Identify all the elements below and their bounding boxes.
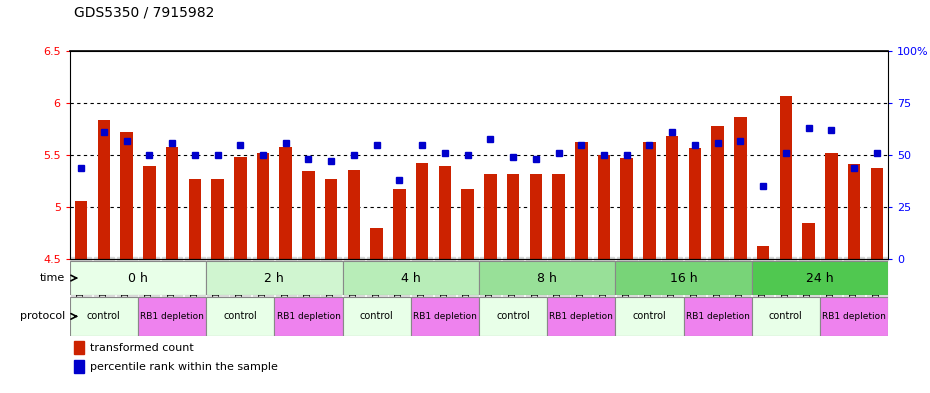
Bar — [616, 297, 684, 336]
Text: control: control — [223, 311, 257, 321]
Text: 8 h: 8 h — [538, 272, 557, 285]
Bar — [211, 179, 224, 259]
Text: RB1 depletion: RB1 depletion — [822, 312, 886, 321]
Bar — [711, 126, 724, 259]
Bar — [70, 297, 138, 336]
Bar — [751, 261, 888, 295]
Bar — [644, 142, 656, 259]
Text: control: control — [497, 311, 530, 321]
Text: GDS5350 / 7915982: GDS5350 / 7915982 — [74, 6, 215, 20]
Bar — [684, 297, 751, 336]
Text: control: control — [87, 311, 121, 321]
Bar — [342, 261, 479, 295]
Bar — [461, 189, 473, 259]
Bar — [688, 148, 701, 259]
Text: RB1 depletion: RB1 depletion — [550, 312, 613, 321]
Bar — [74, 201, 87, 259]
Bar — [274, 297, 342, 336]
Text: 2 h: 2 h — [264, 272, 285, 285]
Bar — [479, 297, 547, 336]
Bar — [575, 142, 588, 259]
Bar — [73, 360, 84, 373]
Bar — [189, 179, 201, 259]
Bar — [757, 246, 769, 259]
Bar — [779, 96, 792, 259]
Bar — [484, 174, 497, 259]
Bar — [342, 297, 411, 336]
Text: time: time — [40, 273, 65, 283]
Bar — [620, 158, 633, 259]
Bar — [666, 136, 678, 259]
Bar — [206, 297, 274, 336]
Text: protocol: protocol — [20, 311, 65, 321]
Bar — [848, 163, 860, 259]
Bar — [370, 228, 383, 259]
Bar — [751, 297, 820, 336]
Bar — [206, 261, 342, 295]
Text: RB1 depletion: RB1 depletion — [276, 312, 340, 321]
Text: 0 h: 0 h — [128, 272, 148, 285]
Bar — [529, 174, 542, 259]
Bar — [439, 165, 451, 259]
Bar — [302, 171, 314, 259]
Bar — [825, 153, 838, 259]
Bar — [138, 297, 206, 336]
Text: 16 h: 16 h — [670, 272, 698, 285]
Bar — [479, 261, 616, 295]
Bar — [257, 153, 269, 259]
Bar — [547, 297, 616, 336]
Bar — [73, 341, 84, 354]
Text: RB1 depletion: RB1 depletion — [413, 312, 477, 321]
Bar — [166, 147, 179, 259]
Bar — [348, 170, 360, 259]
Bar — [552, 174, 565, 259]
Bar — [598, 155, 610, 259]
Bar — [507, 174, 519, 259]
Text: control: control — [769, 311, 803, 321]
Bar — [98, 120, 110, 259]
Bar — [70, 261, 206, 295]
Text: control: control — [632, 311, 666, 321]
Bar — [234, 157, 246, 259]
Text: percentile rank within the sample: percentile rank within the sample — [90, 362, 278, 372]
Text: 24 h: 24 h — [806, 272, 834, 285]
Bar — [143, 165, 155, 259]
Text: RB1 depletion: RB1 depletion — [685, 312, 750, 321]
Bar — [616, 261, 751, 295]
Bar — [393, 189, 405, 259]
Bar — [416, 163, 429, 259]
Text: transformed count: transformed count — [90, 343, 194, 353]
Text: control: control — [360, 311, 393, 321]
Bar — [411, 297, 479, 336]
Bar — [325, 179, 338, 259]
Bar — [820, 297, 888, 336]
Bar — [870, 168, 883, 259]
Bar — [803, 223, 815, 259]
Bar — [279, 147, 292, 259]
Text: 4 h: 4 h — [401, 272, 420, 285]
Bar — [120, 132, 133, 259]
Text: RB1 depletion: RB1 depletion — [140, 312, 204, 321]
Bar — [734, 117, 747, 259]
